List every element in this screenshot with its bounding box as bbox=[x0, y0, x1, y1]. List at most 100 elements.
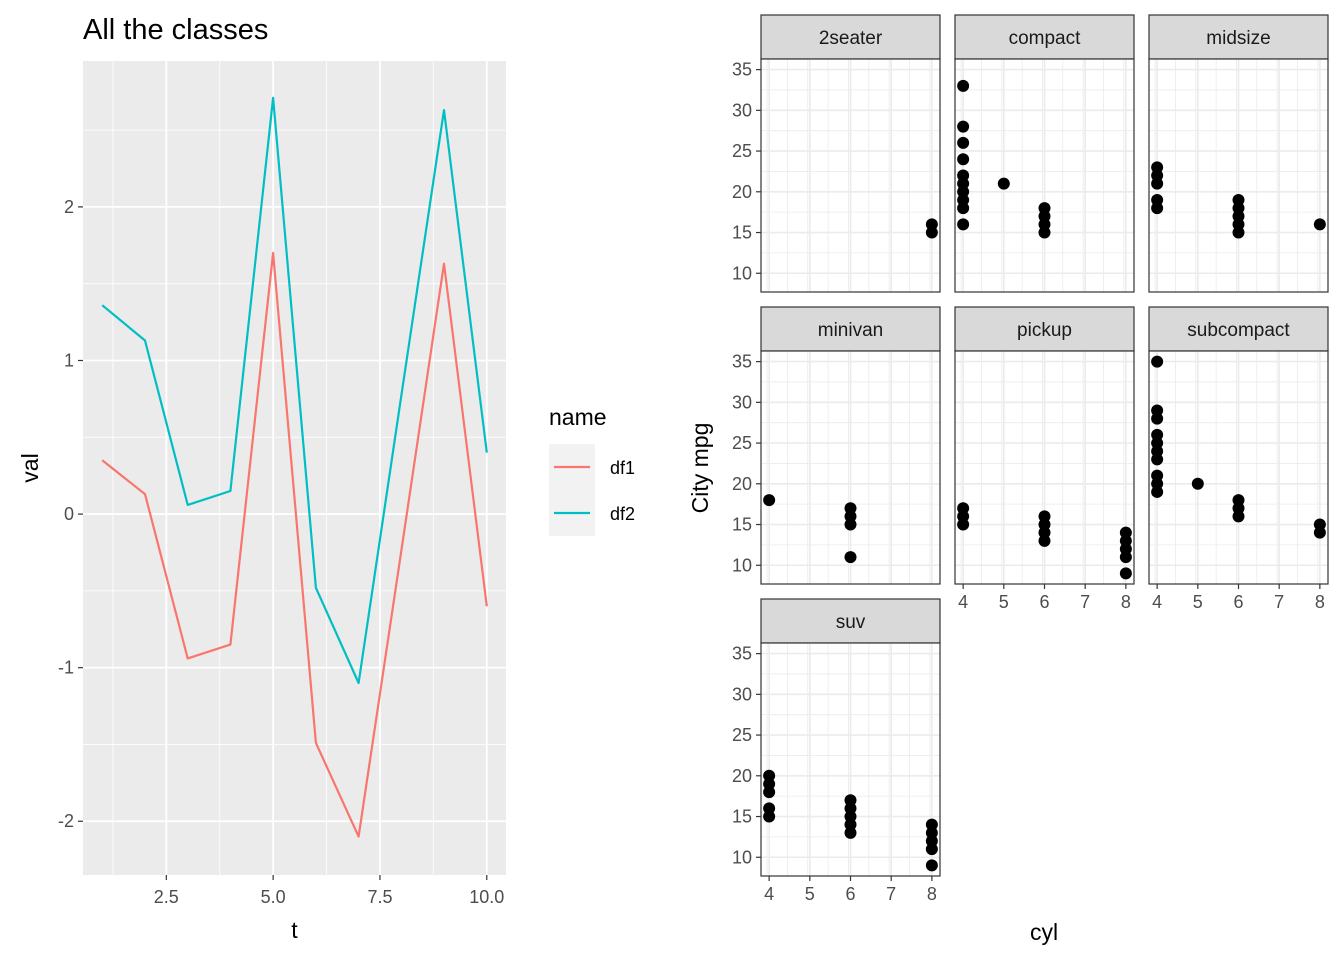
facet-strip bbox=[954, 306, 1135, 352]
facet-strip-label: minivan bbox=[818, 320, 883, 341]
facet-panel-border bbox=[760, 58, 941, 293]
facet-x-tick-label: 8 bbox=[1121, 592, 1131, 612]
facet-x-tick-label: 5 bbox=[805, 884, 815, 904]
line-y-tick-label: -2 bbox=[58, 811, 74, 831]
facet-strip-label: suv bbox=[836, 612, 866, 633]
facet-y-tick-label: 15 bbox=[732, 223, 752, 243]
data-point bbox=[1151, 469, 1164, 482]
facet-y-tick-label: 35 bbox=[732, 352, 752, 372]
facet-2seater: 2seater 10 15 20 25 30 35 bbox=[732, 14, 941, 293]
facet-compact: compact bbox=[954, 14, 1135, 293]
facet-panel-border bbox=[760, 350, 941, 585]
data-point bbox=[1313, 218, 1326, 231]
facet-x-tick-label: 5 bbox=[1193, 592, 1203, 612]
data-point bbox=[1151, 428, 1164, 441]
facet-x-tick-label: 8 bbox=[927, 884, 937, 904]
facet-x-tick-label: 6 bbox=[845, 884, 855, 904]
facet-x-tick-label: 6 bbox=[1039, 592, 1049, 612]
line-x-tick-label: 7.5 bbox=[367, 887, 392, 907]
data-point bbox=[925, 818, 938, 831]
line-y-tick-label: 2 bbox=[64, 197, 74, 217]
facet-y-tick-label: 10 bbox=[732, 555, 752, 575]
data-point bbox=[763, 802, 776, 815]
data-point bbox=[957, 502, 970, 515]
series-line-df1 bbox=[101, 251, 488, 838]
facet-y-tick-label: 25 bbox=[732, 433, 752, 453]
data-point bbox=[1119, 567, 1132, 580]
line-y-ticks: -2 -1 0 1 2 bbox=[58, 197, 83, 831]
facet-strip-label: compact bbox=[1009, 28, 1082, 49]
facet-y-tick-label: 25 bbox=[732, 725, 752, 745]
data-point bbox=[1151, 193, 1164, 206]
facet-strip-label: 2seater bbox=[819, 28, 883, 49]
facet-strip bbox=[760, 598, 941, 644]
facet-y-tick-label: 15 bbox=[732, 515, 752, 535]
data-point bbox=[1151, 161, 1164, 174]
data-point bbox=[957, 79, 970, 92]
data-point bbox=[1232, 193, 1245, 206]
facet-x-tick-label: 4 bbox=[958, 592, 968, 612]
data-point bbox=[763, 494, 776, 507]
facet-y-tick-label: 35 bbox=[732, 644, 752, 664]
facet-y-tick-label: 30 bbox=[732, 684, 752, 704]
facet-y-axis-title: City mpg bbox=[687, 423, 713, 514]
data-point bbox=[763, 769, 776, 782]
facet-x-tick-label: 7 bbox=[1274, 592, 1284, 612]
facet-x-tick-label: 6 bbox=[1233, 592, 1243, 612]
facet-strip bbox=[760, 306, 941, 352]
facet-strip-label: midsize bbox=[1206, 28, 1270, 49]
data-point bbox=[957, 136, 970, 149]
data-point bbox=[925, 218, 938, 231]
facet-y-tick-label: 20 bbox=[732, 766, 752, 786]
facet-x-tick-label: 7 bbox=[886, 884, 896, 904]
facet-y-tick-label: 30 bbox=[732, 100, 752, 120]
facet-x-tick-label: 4 bbox=[764, 884, 774, 904]
facet-strip bbox=[1148, 14, 1329, 60]
facet-chart: 2seater 10 15 20 25 30 35 compact midsize minivan… bbox=[732, 14, 1329, 904]
facet-panel-border bbox=[1148, 58, 1329, 293]
facet-subcompact: subcompact 4 5 6 7 8 bbox=[1148, 306, 1329, 612]
facet-y-tick-label: 20 bbox=[732, 474, 752, 494]
data-point bbox=[957, 120, 970, 133]
data-point bbox=[1232, 494, 1245, 507]
data-point bbox=[957, 169, 970, 182]
facet-x-tick-label: 4 bbox=[1152, 592, 1162, 612]
data-point bbox=[1151, 404, 1164, 417]
line-y-tick-label: -1 bbox=[58, 658, 74, 678]
facet-y-tick-label: 10 bbox=[732, 847, 752, 867]
legend-title: name bbox=[549, 404, 607, 430]
facet-panel-border bbox=[954, 58, 1135, 293]
line-x-ticks: 2.5 5.0 7.5 10.0 bbox=[154, 875, 504, 907]
line-x-tick-label: 5.0 bbox=[261, 887, 286, 907]
facet-minivan: minivan 10 15 20 25 30 35 bbox=[732, 306, 941, 585]
chart-title: All the classes bbox=[83, 14, 268, 46]
facet-strip-label: pickup bbox=[1017, 320, 1072, 341]
line-y-axis-title: val bbox=[17, 453, 43, 482]
line-y-tick-label: 1 bbox=[64, 350, 74, 370]
facet-x-tick-label: 5 bbox=[999, 592, 1009, 612]
facet-strip bbox=[760, 14, 941, 60]
facet-y-tick-label: 30 bbox=[732, 392, 752, 412]
legend: name df1 df2 bbox=[549, 404, 635, 536]
line-x-tick-label: 2.5 bbox=[154, 887, 179, 907]
facet-y-tick-label: 25 bbox=[732, 141, 752, 161]
data-point bbox=[957, 218, 970, 231]
facet-strip bbox=[954, 14, 1135, 60]
data-point bbox=[844, 551, 857, 564]
facet-pickup: pickup 4 5 6 7 8 bbox=[954, 306, 1135, 612]
facet-strip bbox=[1148, 306, 1329, 352]
data-point bbox=[1038, 202, 1051, 215]
facet-y-tick-label: 20 bbox=[732, 182, 752, 202]
facet-x-tick-label: 8 bbox=[1315, 592, 1325, 612]
data-point bbox=[844, 502, 857, 515]
facet-x-tick-label: 7 bbox=[1080, 592, 1090, 612]
facet-midsize: midsize bbox=[1148, 14, 1329, 293]
data-point bbox=[1313, 518, 1326, 531]
line-y-tick-label: 0 bbox=[64, 504, 74, 524]
legend-label-df2: df2 bbox=[610, 504, 635, 524]
data-point bbox=[844, 794, 857, 807]
data-point bbox=[1119, 526, 1132, 539]
facet-x-axis-title: cyl bbox=[1030, 919, 1058, 945]
